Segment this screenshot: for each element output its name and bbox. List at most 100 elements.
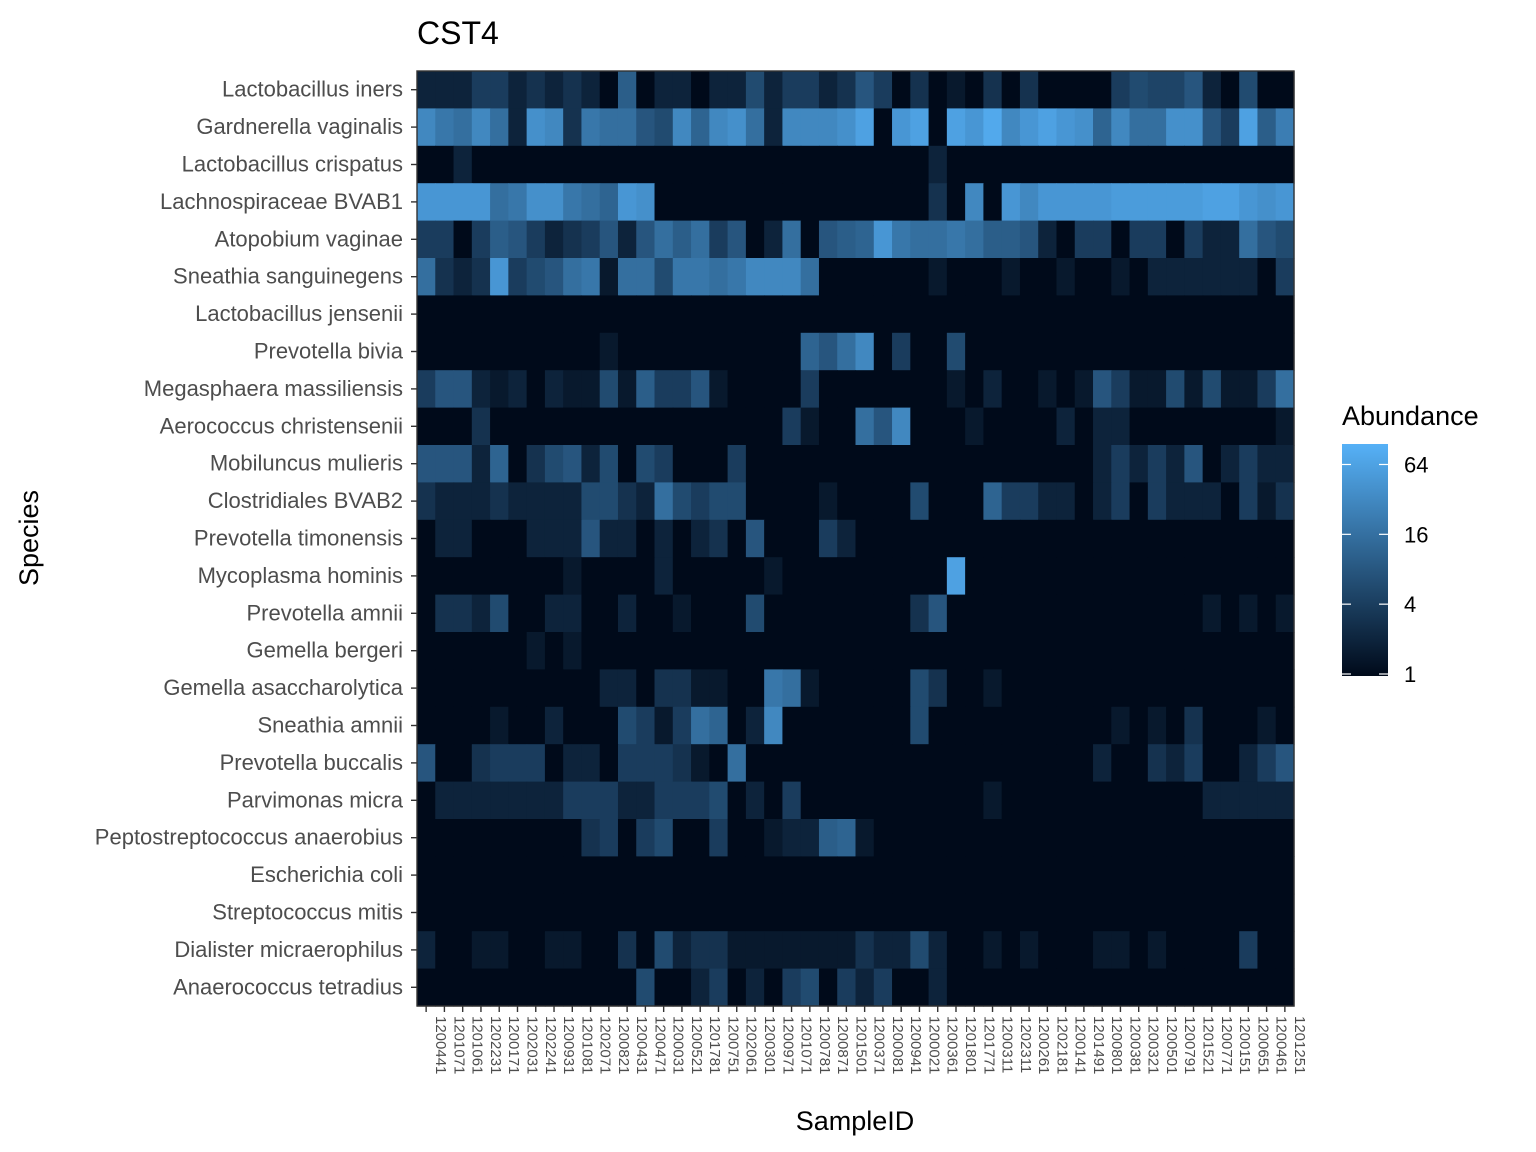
heatmap-cell — [1147, 744, 1167, 783]
heatmap-cell — [818, 407, 838, 446]
heatmap-cell — [1093, 931, 1112, 970]
heatmap-cell — [837, 856, 857, 895]
heatmap-cell — [782, 781, 802, 820]
heatmap-cell — [435, 108, 455, 147]
heatmap-cell — [764, 669, 784, 708]
heatmap-cell — [435, 445, 455, 483]
heatmap-cell — [965, 71, 984, 109]
heatmap-cell — [1129, 145, 1149, 184]
heatmap-cell — [581, 183, 601, 222]
heatmap-cell — [873, 781, 893, 820]
heatmap-cell — [508, 71, 528, 109]
heatmap-cell — [946, 295, 966, 334]
heatmap-cell — [1184, 220, 1204, 259]
heatmap-cell — [1111, 71, 1131, 109]
heatmap-cell — [654, 632, 674, 670]
heatmap-cell — [508, 445, 528, 483]
heatmap-cell — [1239, 594, 1259, 633]
heatmap-cell — [1019, 145, 1039, 184]
heatmap-cell — [417, 145, 436, 184]
heatmap-cell — [563, 145, 583, 184]
heatmap-cell — [727, 332, 747, 371]
heatmap-cell — [873, 744, 893, 783]
heatmap-cell — [526, 856, 546, 895]
heatmap-cell — [764, 445, 784, 483]
heatmap-cell — [855, 145, 875, 184]
heatmap-cell — [709, 968, 729, 1007]
heatmap-cell — [1257, 632, 1277, 670]
heatmap-cell — [691, 557, 710, 596]
heatmap-cell — [1001, 557, 1021, 596]
heatmap-cell — [1093, 258, 1112, 296]
x-tick-label: 1202071 — [597, 1016, 614, 1074]
heatmap-cell — [526, 445, 546, 483]
heatmap-cell — [1239, 669, 1259, 708]
heatmap-cell — [892, 220, 911, 259]
heatmap-cell — [1093, 519, 1112, 558]
heatmap-cell — [1239, 183, 1259, 222]
heatmap-cell — [526, 295, 546, 334]
heatmap-cell — [691, 183, 710, 222]
heatmap-cell — [745, 183, 765, 222]
heatmap-cell — [435, 407, 455, 446]
heatmap-cell — [617, 183, 637, 222]
heatmap-cell — [1093, 744, 1112, 783]
heatmap-cell — [544, 893, 564, 932]
heatmap-cell — [1001, 258, 1021, 296]
heatmap-cell — [837, 519, 857, 558]
heatmap-cell — [1166, 295, 1185, 334]
heatmap-cell — [1275, 183, 1295, 222]
heatmap-cell — [800, 519, 820, 558]
heatmap-cell — [435, 781, 455, 820]
heatmap-cell — [745, 519, 765, 558]
heatmap-cell — [453, 706, 473, 745]
heatmap-cell — [508, 893, 528, 932]
y-tick-label: Sneathia amnii — [257, 713, 403, 738]
heatmap-cell — [490, 220, 509, 259]
heatmap-cell — [727, 632, 747, 670]
heatmap-cell — [526, 370, 546, 409]
heatmap-cell — [818, 332, 838, 371]
heatmap-cell — [617, 856, 637, 895]
heatmap-cell — [1184, 370, 1204, 409]
heatmap-cell — [1275, 407, 1295, 446]
heatmap-cell — [490, 856, 509, 895]
heatmap-cell — [727, 594, 747, 633]
heatmap-cell — [782, 295, 802, 334]
heatmap-cell — [617, 706, 637, 745]
heatmap-cell — [946, 108, 966, 147]
heatmap-cell — [1275, 594, 1295, 633]
heatmap-cell — [1220, 407, 1240, 446]
heatmap-cell — [1111, 183, 1131, 222]
y-tick-label: Atopobium vaginae — [215, 226, 403, 251]
heatmap-cell — [471, 819, 491, 857]
heatmap-cell — [654, 706, 674, 745]
heatmap-cell — [837, 706, 857, 745]
heatmap-cell — [1166, 482, 1185, 521]
heatmap-cell — [672, 145, 692, 184]
heatmap-cell — [1166, 407, 1185, 446]
heatmap-cell — [1074, 220, 1094, 259]
heatmap-cell — [1056, 295, 1076, 334]
heatmap-cell — [636, 71, 656, 109]
heatmap-cell — [526, 669, 546, 708]
x-tick-label: 1201781 — [706, 1016, 723, 1074]
heatmap-cell — [617, 819, 637, 857]
heatmap-cell — [709, 482, 729, 521]
heatmap-cell — [1019, 295, 1039, 334]
heatmap-cell — [965, 706, 984, 745]
heatmap-cell — [782, 744, 802, 783]
heatmap-cell — [709, 594, 729, 633]
heatmap-cell — [1056, 407, 1076, 446]
heatmap-cell — [855, 781, 875, 820]
heatmap-cell — [855, 632, 875, 670]
heatmap-cell — [1056, 370, 1076, 409]
heatmap-cell — [837, 370, 857, 409]
heatmap-cell — [1056, 108, 1076, 147]
heatmap-cell — [453, 519, 473, 558]
heatmap-cell — [965, 519, 984, 558]
heatmap-cell — [508, 744, 528, 783]
heatmap-cell — [745, 893, 765, 932]
heatmap-cell — [1147, 632, 1167, 670]
heatmap-cell — [563, 632, 583, 670]
